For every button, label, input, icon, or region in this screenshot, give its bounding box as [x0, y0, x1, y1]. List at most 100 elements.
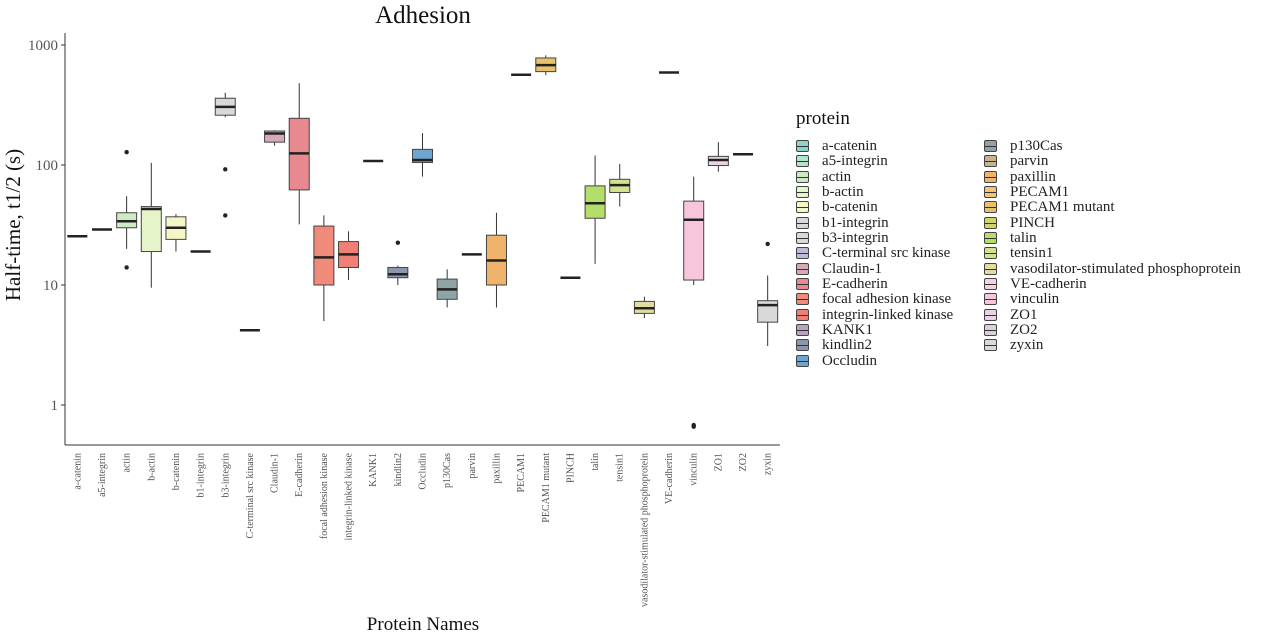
legend-label: zyxin: [1010, 337, 1044, 354]
box-15: [436, 269, 458, 308]
legend-swatch: [984, 201, 997, 214]
box-3: [140, 162, 162, 288]
legend-label: a-catenin: [822, 138, 877, 154]
legend-label: paxillin: [1010, 168, 1056, 185]
legend-swatch: [984, 262, 997, 275]
box-body: [683, 200, 705, 281]
x-tick-label: PECAM1: [516, 453, 527, 492]
legend-title: protein: [796, 108, 850, 129]
legend-swatch: [796, 201, 809, 214]
legend-swatch: [796, 293, 809, 306]
y-tick-label: 1: [51, 398, 59, 414]
legend-label: Occludin: [822, 352, 877, 369]
box-13: [387, 240, 409, 285]
box-26: [707, 142, 729, 172]
legend-swatch: [796, 140, 809, 152]
outlier-point: [124, 265, 129, 270]
legend-swatch: [796, 216, 809, 229]
legend-swatch: [796, 155, 809, 168]
box-14: [412, 132, 433, 177]
box-10: [313, 215, 335, 322]
legend-swatch: [984, 186, 997, 199]
x-tick-label: tensin1: [615, 453, 626, 482]
legend-swatch: [796, 170, 809, 183]
legend-label: focal adhesion kinase: [822, 291, 952, 308]
box-body: [264, 130, 286, 143]
legend-swatch: [984, 216, 997, 229]
legend-label: kindlin2: [822, 337, 873, 354]
legend-swatch: [984, 324, 997, 337]
legend-label: actin: [822, 168, 852, 185]
box-body: [140, 206, 162, 253]
outlier-point: [691, 424, 696, 429]
legend-swatch: [984, 308, 997, 321]
x-tick-label: focal adhesion kinase: [319, 452, 330, 539]
legend-label: p130Cas: [1010, 138, 1063, 154]
box-21: [584, 155, 606, 264]
legend-swatch: [796, 308, 809, 321]
x-tick-label: paxillin: [491, 453, 502, 484]
x-tick-label: kindlin2: [393, 453, 404, 486]
legend-swatch: [796, 278, 809, 291]
legend-label: b-catenin: [822, 199, 878, 216]
legend-swatch: [796, 324, 809, 337]
x-tick-label: Claudin-1: [270, 453, 281, 493]
legend-label: PECAM1 mutant: [1010, 199, 1115, 216]
x-tick-label: PECAM1 mutant: [541, 453, 552, 523]
box-8: [264, 130, 286, 146]
legend-swatch: [984, 339, 997, 352]
legend-swatch: [796, 247, 809, 260]
legend-swatch: [984, 170, 997, 183]
box-9: [288, 83, 310, 225]
x-tick-label: C-terminal src kinase: [245, 452, 256, 538]
legend-label: E-cadherin: [822, 276, 888, 293]
boxes: [67, 55, 779, 429]
x-tick-label: zyxin: [763, 453, 774, 475]
box-6: [214, 92, 236, 218]
legend-label: KANK1: [822, 322, 873, 339]
outlier-point: [765, 241, 770, 247]
x-tick-label: actin: [122, 453, 133, 472]
legend-swatch: [796, 262, 809, 275]
legend-label: vinculin: [1010, 291, 1060, 308]
x-tick-label: b-actin: [146, 453, 157, 481]
x-tick-label: a-catenin: [72, 453, 83, 490]
x-tick-label: ZO1: [713, 453, 724, 471]
legend-label: vasodilator-stimulated phosphoprotein: [1010, 260, 1241, 277]
chart-title: Adhesion: [375, 2, 471, 29]
legend-label: talin: [1010, 230, 1037, 247]
axes: [64, 33, 780, 446]
x-tick-label: b-catenin: [171, 453, 182, 490]
legend-label: tensin1: [1010, 245, 1054, 262]
legend-label: b1-integrin: [822, 214, 889, 231]
legend-label: a5-integrin: [822, 153, 888, 170]
box-28: [757, 241, 779, 347]
y-axis-label: Half-time, t1/2 (s): [1, 149, 25, 301]
box-22: [609, 163, 631, 207]
y-tick-label: 100: [36, 158, 59, 174]
legend-label: b-actin: [822, 184, 864, 201]
legend-label: b3-integrin: [822, 230, 889, 247]
outlier-point: [223, 213, 228, 218]
outlier-point: [223, 167, 228, 172]
box-17: [485, 212, 507, 308]
legend-swatch: [984, 140, 997, 152]
x-tick-label: VE-cadherin: [664, 453, 675, 504]
legend-label: C-terminal src kinase: [822, 245, 951, 262]
box-23: [633, 296, 655, 319]
x-tick-label: a5-integrin: [97, 453, 108, 497]
outlier-point: [395, 240, 401, 245]
legend-swatch: [984, 247, 997, 260]
x-tick-label: parvin: [467, 453, 478, 479]
x-tick-label: p130Cas: [442, 453, 453, 488]
box-19: [535, 55, 557, 76]
legend-label: parvin: [1010, 153, 1049, 170]
box-body: [387, 266, 409, 279]
legend-label: ZO2: [1010, 322, 1038, 339]
x-tick-label: vasodilator-stimulated phosphoprotein: [639, 453, 650, 607]
legend-swatch: [796, 339, 809, 352]
y-tick-label: 1000: [28, 38, 58, 54]
box-2: [116, 149, 138, 270]
x-tick-label: vinculin: [689, 453, 700, 486]
